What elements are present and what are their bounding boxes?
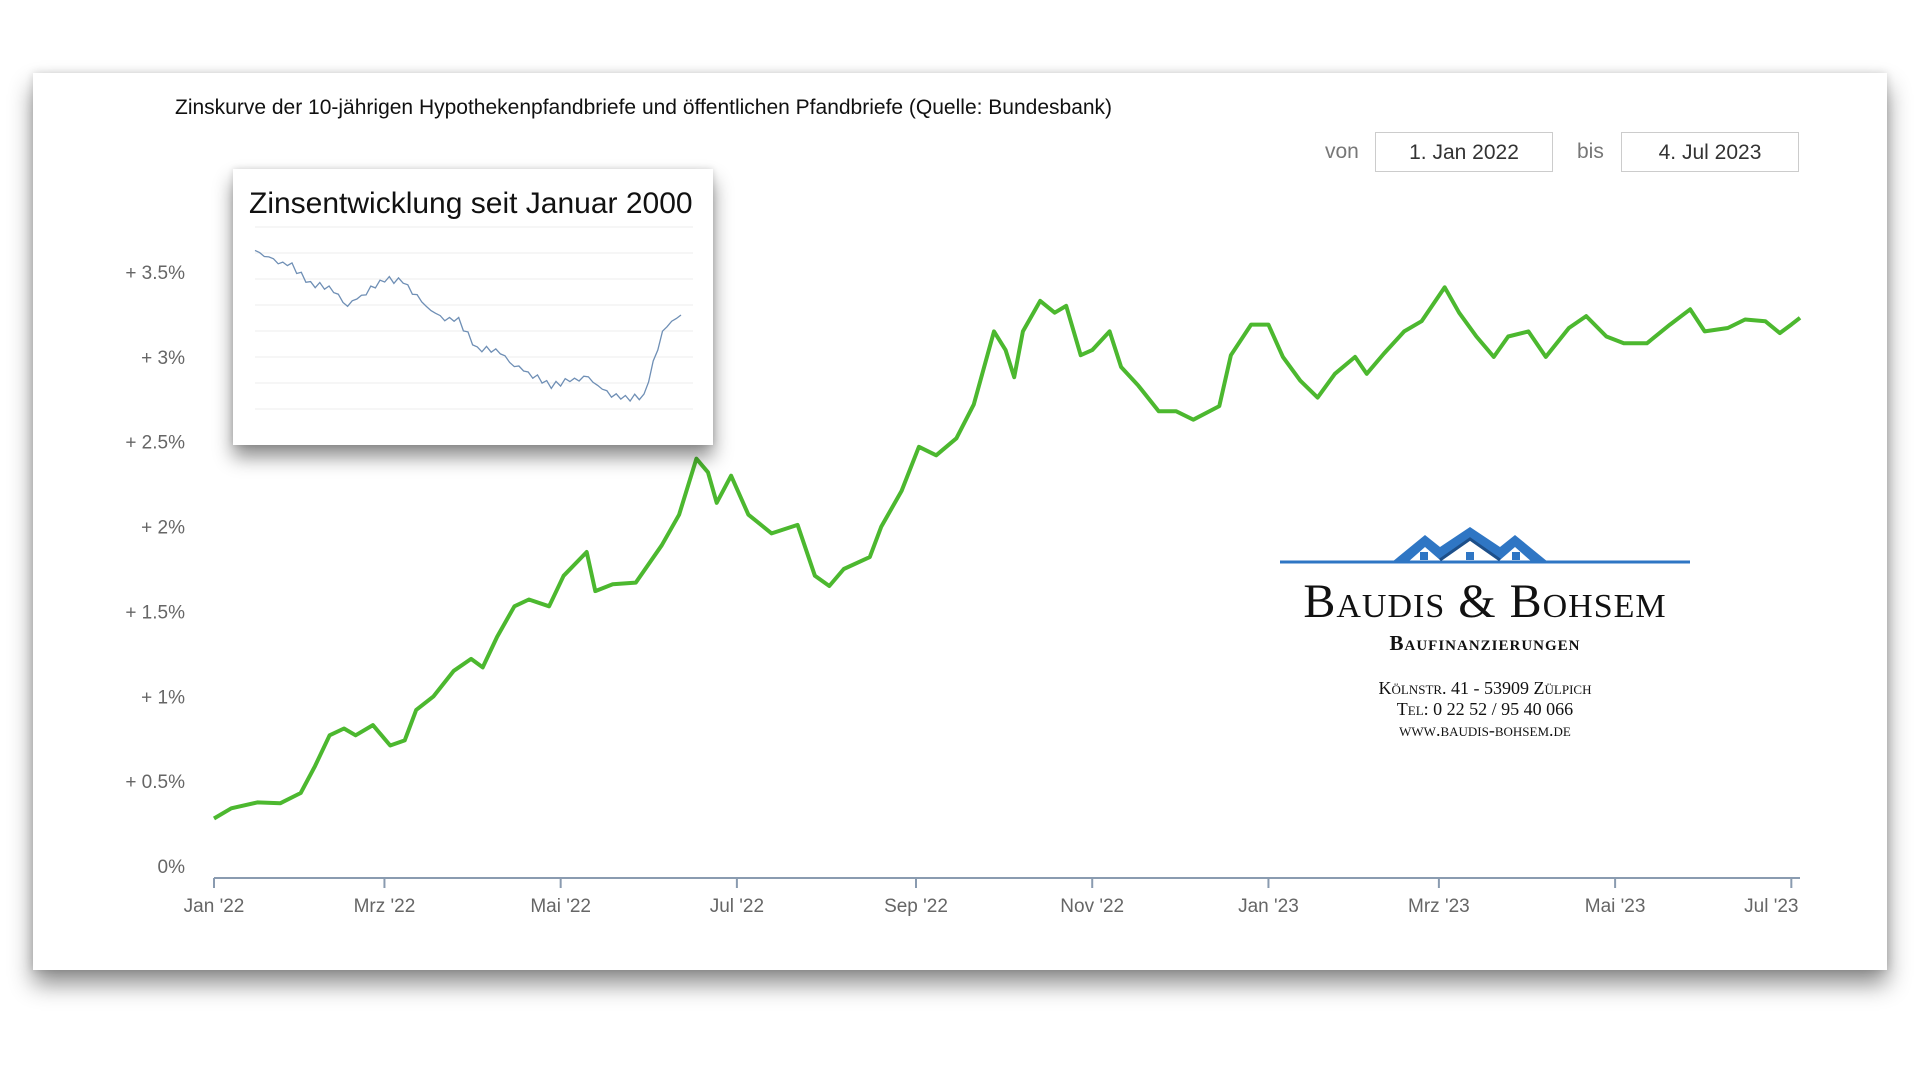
- y-tick-label: + 2.5%: [125, 433, 185, 454]
- company-logo: Baudis & Bohsem Baufinanzierungen Kölnst…: [1280, 525, 1690, 741]
- inset-title: Zinsentwicklung seit Januar 2000: [249, 187, 693, 220]
- logo-phone: Tel: 0 22 52 / 95 40 066: [1396, 699, 1574, 719]
- x-tick-label: Jul '22: [710, 896, 764, 917]
- y-tick-label: + 2%: [141, 518, 185, 539]
- x-tick-label: Jan '23: [1238, 896, 1299, 917]
- range-to-input[interactable]: 4. Jul 2023: [1621, 132, 1799, 172]
- x-tick-label: Mai '22: [530, 896, 591, 917]
- x-tick-label: Sep '22: [884, 896, 948, 917]
- y-tick-label: + 0.5%: [125, 772, 185, 793]
- x-tick-label: Mai '23: [1585, 896, 1646, 917]
- x-tick-label: Nov '22: [1060, 896, 1124, 917]
- logo-address: Kölnstr. 41 - 53909 Zülpich: [1378, 678, 1592, 698]
- chart-title: Zinskurve der 10-jährigen Hypothekenpfan…: [175, 96, 1113, 119]
- range-from-input[interactable]: 1. Jan 2022: [1375, 132, 1553, 172]
- y-tick-label: + 1.5%: [125, 602, 185, 623]
- house-roof-icon: [1280, 527, 1690, 564]
- inset-series-line: [254, 249, 682, 403]
- series-line: [212, 285, 1802, 821]
- range-from-label: von: [1325, 140, 1359, 163]
- inset-chart-panel[interactable]: Zinsentwicklung seit Januar 2000: [233, 169, 713, 445]
- x-tick-label: Mrz '22: [354, 896, 416, 917]
- y-tick-label: 0%: [158, 857, 186, 878]
- x-tick-label: Jul '23: [1744, 896, 1798, 917]
- logo-subtitle: Baufinanzierungen: [1389, 631, 1581, 655]
- y-tick-label: + 1%: [141, 687, 185, 708]
- y-tick-label: + 3%: [141, 348, 185, 369]
- x-tick-label: Mrz '23: [1408, 896, 1470, 917]
- logo-brand: Baudis & Bohsem: [1303, 575, 1667, 628]
- inset-line-chart: [254, 226, 693, 410]
- range-to-label: bis: [1577, 140, 1604, 163]
- x-tick-label: Jan '22: [184, 896, 245, 917]
- y-tick-label: + 3.5%: [125, 263, 185, 284]
- logo-website[interactable]: www.baudis-bohsem.de: [1399, 720, 1571, 740]
